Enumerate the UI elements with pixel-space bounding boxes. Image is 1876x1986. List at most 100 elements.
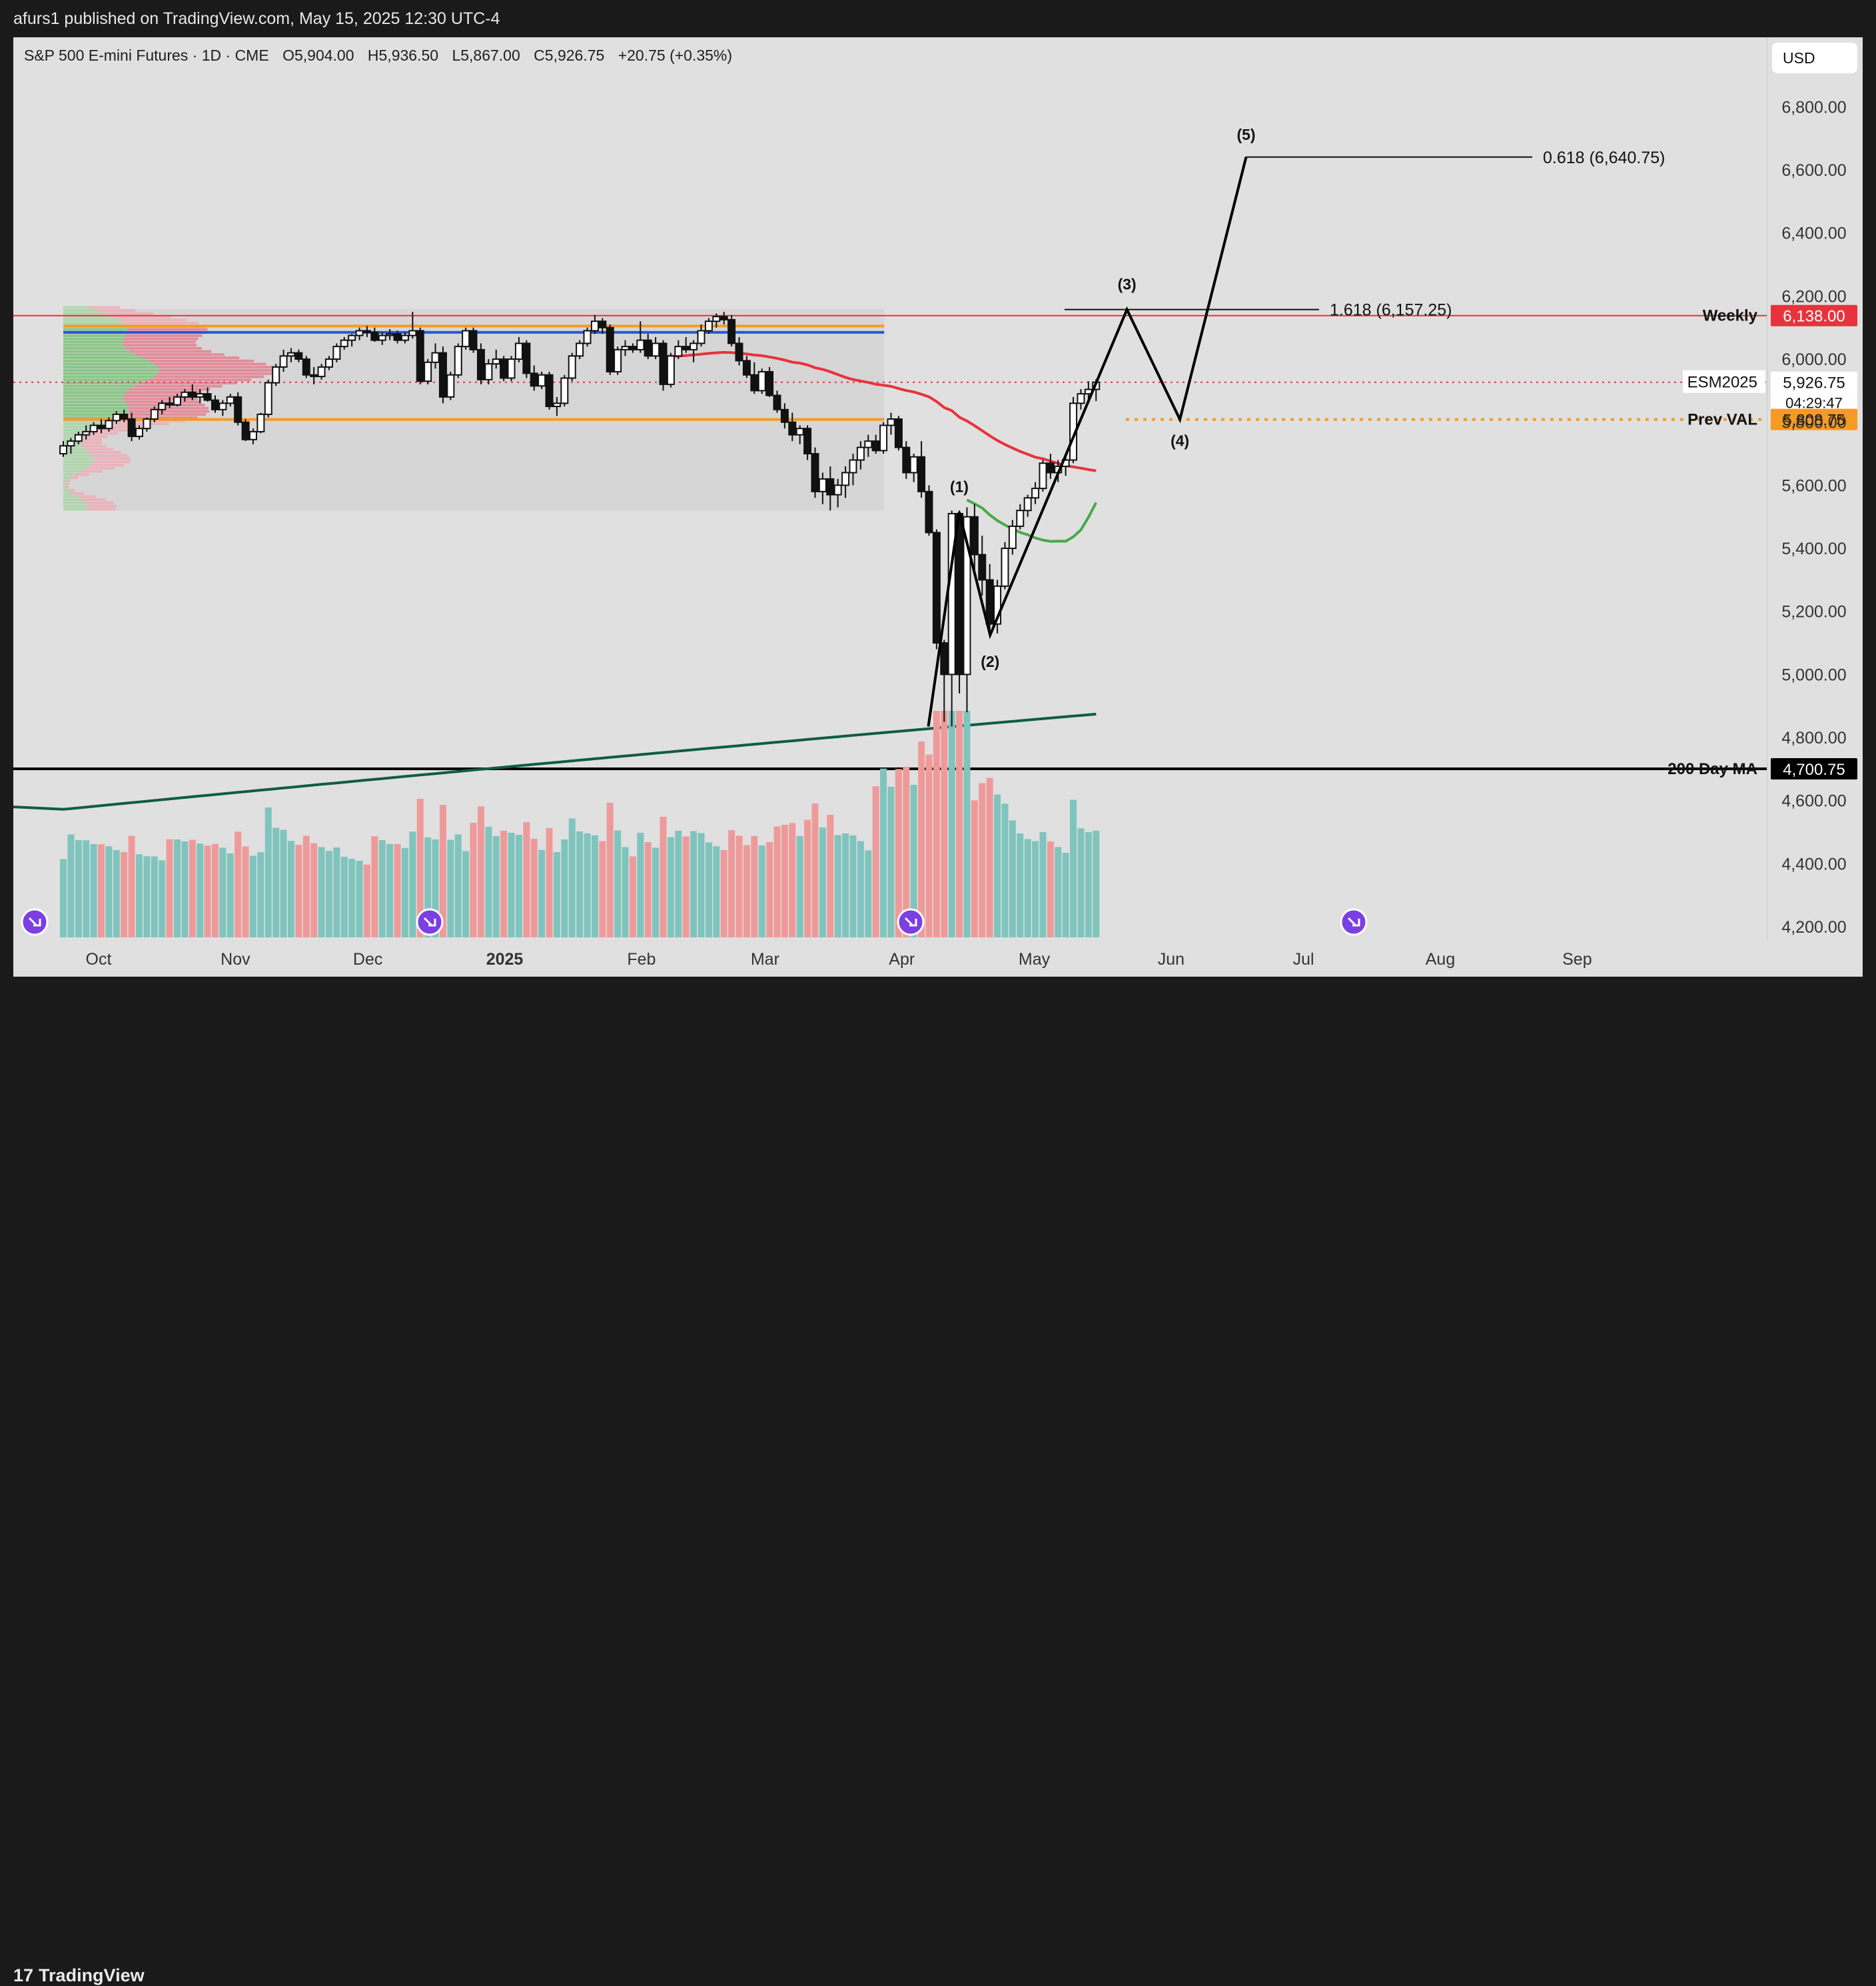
candle-body[interactable]	[362, 330, 371, 333]
candle-body[interactable]	[241, 421, 250, 440]
candle-body[interactable]	[765, 370, 774, 396]
candle-body[interactable]	[97, 424, 105, 430]
candle-body[interactable]	[902, 446, 911, 474]
candle-body[interactable]	[894, 418, 903, 448]
candle-body[interactable]	[719, 316, 728, 320]
candle-body[interactable]	[963, 516, 971, 676]
candle-body[interactable]	[348, 334, 356, 341]
candle-body[interactable]	[1001, 548, 1009, 587]
candle-body[interactable]	[310, 374, 318, 378]
candle-body[interactable]	[226, 396, 234, 404]
candle-body[interactable]	[1031, 488, 1040, 499]
candle-body[interactable]	[256, 413, 265, 432]
candle-body[interactable]	[735, 342, 743, 362]
candle-body[interactable]	[89, 424, 98, 432]
candle-body[interactable]	[682, 346, 690, 350]
candle-body[interactable]	[659, 342, 668, 385]
candle-body[interactable]	[985, 579, 994, 625]
candle-body[interactable]	[74, 434, 83, 442]
candle-body[interactable]	[82, 430, 91, 436]
candle-body[interactable]	[795, 428, 804, 436]
candle-body[interactable]	[1008, 525, 1017, 550]
candle-body[interactable]	[105, 420, 113, 430]
symbol-title[interactable]: S&P 500 E-mini Futures · 1D · CME	[24, 47, 269, 64]
candle-body[interactable]	[750, 374, 759, 392]
candle-body[interactable]	[340, 339, 348, 348]
candle-body[interactable]	[530, 372, 538, 387]
candle-body[interactable]	[803, 428, 812, 455]
candle-body[interactable]	[248, 430, 257, 440]
candle-body[interactable]	[219, 402, 227, 410]
candle-body[interactable]	[826, 478, 835, 496]
candle-body[interactable]	[286, 352, 295, 357]
candle-body[interactable]	[507, 358, 516, 379]
candle-body[interactable]	[492, 358, 500, 365]
candle-body[interactable]	[120, 413, 129, 420]
candle-body[interactable]	[294, 352, 303, 360]
candle-body[interactable]	[196, 393, 205, 398]
candle-body[interactable]	[135, 428, 143, 438]
candle-body[interactable]	[606, 326, 614, 372]
candle-body[interactable]	[279, 355, 288, 368]
candle-body[interactable]	[811, 453, 819, 492]
candle-body[interactable]	[462, 330, 470, 348]
candle-body[interactable]	[940, 642, 949, 676]
price-chart[interactable]: Weekly 6,138.00 ESM2025 5,926.75 04:29:47 Pre…	[0, 0, 1876, 1023]
candle-body[interactable]	[690, 342, 698, 350]
candle-body[interactable]	[560, 377, 569, 404]
candle-body[interactable]	[712, 316, 721, 322]
candle-body[interactable]	[614, 348, 622, 372]
candle-body[interactable]	[203, 393, 212, 401]
candle-body[interactable]	[469, 330, 478, 350]
candle-body[interactable]	[181, 391, 189, 398]
tradingview-logo[interactable]: 17 TradingView	[13, 1965, 145, 1985]
candle-body[interactable]	[993, 585, 1002, 625]
candle-body[interactable]	[188, 391, 197, 398]
candle-body[interactable]	[674, 346, 683, 357]
candle-body[interactable]	[727, 318, 736, 344]
candle-body[interactable]	[652, 342, 660, 357]
candle-body[interactable]	[324, 358, 333, 368]
candle-body[interactable]	[1077, 393, 1085, 404]
candle-body[interactable]	[538, 374, 546, 387]
candle-body[interactable]	[841, 472, 850, 486]
candle-body[interactable]	[424, 361, 432, 382]
candle-body[interactable]	[416, 330, 424, 382]
candle-body[interactable]	[628, 346, 637, 350]
candle-body[interactable]	[476, 348, 485, 380]
candle-body[interactable]	[408, 330, 417, 336]
candle-body[interactable]	[788, 421, 797, 436]
candle-body[interactable]	[143, 418, 151, 430]
candle-body[interactable]	[393, 333, 402, 341]
candle-body[interactable]	[165, 402, 174, 406]
candle-body[interactable]	[757, 370, 766, 392]
candle-body[interactable]	[590, 320, 599, 332]
candle-body[interactable]	[211, 399, 219, 410]
candle-body[interactable]	[454, 346, 462, 376]
candle-body[interactable]	[864, 440, 873, 448]
candle-body[interactable]	[386, 333, 394, 336]
candle-body[interactable]	[332, 346, 341, 360]
candle-body[interactable]	[879, 424, 888, 452]
candle-body[interactable]	[112, 413, 121, 422]
candle-body[interactable]	[514, 342, 523, 360]
candle-body[interactable]	[1039, 462, 1047, 490]
candle-body[interactable]	[970, 516, 979, 556]
candle-body[interactable]	[1016, 510, 1025, 527]
candle-body[interactable]	[955, 512, 964, 676]
candle-body[interactable]	[1046, 462, 1055, 474]
candle-body[interactable]	[833, 484, 842, 496]
candle-body[interactable]	[925, 490, 933, 534]
candle-body[interactable]	[568, 355, 576, 379]
elliott-wave-path[interactable]	[927, 157, 1248, 727]
candle-body[interactable]	[446, 374, 455, 398]
candle-body[interactable]	[978, 554, 987, 581]
candle-body[interactable]	[127, 418, 136, 438]
candle-body[interactable]	[644, 339, 652, 357]
candle-body[interactable]	[500, 358, 508, 379]
candle-body[interactable]	[742, 360, 751, 376]
currency-button[interactable]: USD	[1772, 43, 1857, 73]
candle-body[interactable]	[871, 440, 880, 452]
candle-body[interactable]	[917, 456, 926, 492]
candle-body[interactable]	[431, 352, 440, 363]
